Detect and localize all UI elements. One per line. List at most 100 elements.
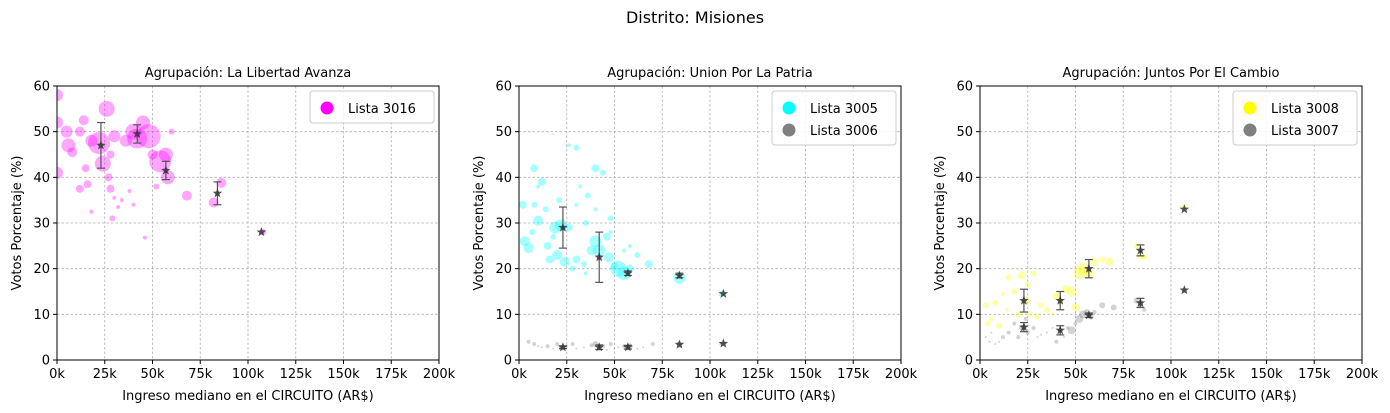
y-axis-label: Votos Porcentaje (%) [10,156,25,291]
scatter-point [160,170,175,185]
scatter-point [1073,321,1078,326]
scatter-point [1077,262,1090,275]
scatter-point [1075,314,1084,323]
x-tick-label: 100k [694,367,727,382]
scatter-point [1067,326,1076,335]
scatter-point [998,340,1001,343]
scatter-point [104,173,113,182]
mean-marker [594,252,604,262]
scatter-point [610,260,627,277]
scatter-point [168,128,175,135]
scatter-point [57,89,63,102]
legend-marker [1243,123,1257,137]
panels: 0k 25k 50k 75k 100k 125k 150k 175k 200k010203040… [10,66,1379,404]
x-tick-label: 75k [1111,367,1136,382]
subplot-title: Agrupación: Juntos Por El Cambio [1063,66,1280,81]
x-axis-label: Ingreso mediano en el CIRCUITO (AR$) [584,389,836,404]
scatter-point [1133,242,1140,249]
y-tick-label: 60 [956,80,973,95]
scatter-point [523,243,534,254]
scatter-point [1005,274,1012,281]
scatter-point [1052,292,1061,301]
scatter-point [116,205,121,210]
scatter-point [622,248,627,253]
scatter-point [550,233,557,240]
scatter-point [119,134,132,147]
legend-label: Lista 3005 [810,102,878,117]
scatter-point [1031,326,1036,331]
scatter-point [109,215,116,222]
scatter-point [1054,339,1059,344]
scatter-point [543,241,552,250]
mean-marker [1179,285,1190,295]
mean-marker [212,188,223,198]
x-tick-label: 200k [423,367,456,382]
scatter-point [1030,270,1037,277]
mean-marker [256,227,267,237]
scatter-point [1043,306,1050,313]
scatter-point [607,215,614,222]
mean-marker [718,288,729,298]
scatter-point [67,147,78,158]
scatter-point [1016,335,1021,340]
scatter-point [540,346,543,349]
scatter-point [119,198,124,203]
subplot-title: Agrupación: La Libertad Avanza [145,66,351,81]
scatter-point [106,184,115,193]
scatter-point [556,197,563,204]
scatter-point [526,339,531,344]
y-tick-label: 40 [33,171,50,186]
scatter-point [181,190,192,201]
scatter-point [610,262,619,271]
scatter-point [545,344,550,349]
scatter-point [992,299,999,306]
scatter-point [990,331,993,334]
y-tick-label: 30 [495,217,512,232]
scatter-point [603,252,614,263]
y-tick-label: 10 [33,308,50,323]
x-tick-label: 25k [1016,367,1041,382]
scatter-point [1026,311,1033,318]
scatter-point [1004,307,1009,312]
mean-marker [161,165,171,175]
scatter-point [85,134,98,147]
mean-marker [558,342,568,352]
scatter-point [583,271,588,276]
scatter-point [1099,256,1106,263]
scatter-point [1050,312,1055,317]
scatter-point [108,130,121,143]
scatter-point [559,256,570,267]
scatter-point [127,189,132,194]
scatter-point [575,347,578,350]
mean-marker [1019,295,1029,305]
scatter-point [627,243,632,248]
scatter-point [94,155,111,172]
legend-label: Lista 3006 [810,124,878,139]
x-tick-label: 50k [1063,367,1088,382]
scatter-point [519,200,527,209]
x-tick-label: 175k [375,367,408,382]
scatter-point [536,184,541,189]
scatter-point [584,192,591,199]
legend: Lista 3005 Lista 3006 [771,90,897,146]
scatter-point [106,150,115,159]
scatter-point [1018,271,1027,280]
scatter-point [589,235,602,248]
scatter-point [573,144,580,151]
scatter-point [989,316,994,321]
data-layer [519,132,729,352]
scatter-point [519,236,530,247]
scatter-point [1000,291,1005,296]
scatter-point [586,245,597,256]
mean-marker [558,222,568,232]
scatter-point [644,260,653,269]
scatter-point [135,115,150,130]
x-tick-label: 0k [972,367,988,382]
scatter-point [78,115,89,126]
scatter-point [589,343,594,348]
scatter-point [529,229,536,236]
scatter-point [1092,310,1097,315]
scatter-point [591,164,600,173]
figure-suptitle: Distrito: Misiones [626,8,764,27]
